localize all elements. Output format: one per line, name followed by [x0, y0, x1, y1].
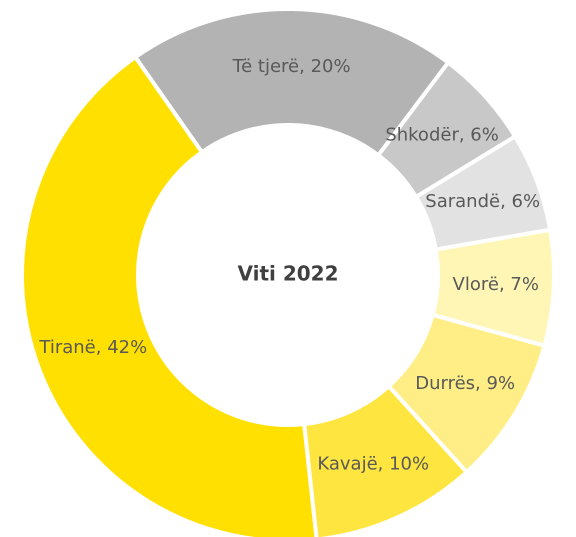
donut-segment — [430, 227, 556, 349]
data-label: Vlorë, 7% — [453, 274, 539, 295]
donut-segment — [20, 54, 319, 537]
chart-title: Viti 2022 — [237, 262, 338, 286]
donut-segment — [375, 59, 518, 200]
data-label: Tiranë, 42% — [38, 337, 147, 358]
data-label: Durrës, 9% — [415, 373, 515, 394]
donut-segment — [413, 133, 553, 252]
data-label: Kavajë, 10% — [317, 454, 429, 475]
data-label: Shkodër, 6% — [385, 124, 499, 145]
data-label: Të tjerë, 20% — [232, 56, 351, 77]
donut-segment — [301, 383, 470, 537]
data-label: Sarandë, 6% — [425, 191, 540, 212]
donut-segment — [385, 312, 547, 475]
donut-segment — [132, 7, 451, 159]
